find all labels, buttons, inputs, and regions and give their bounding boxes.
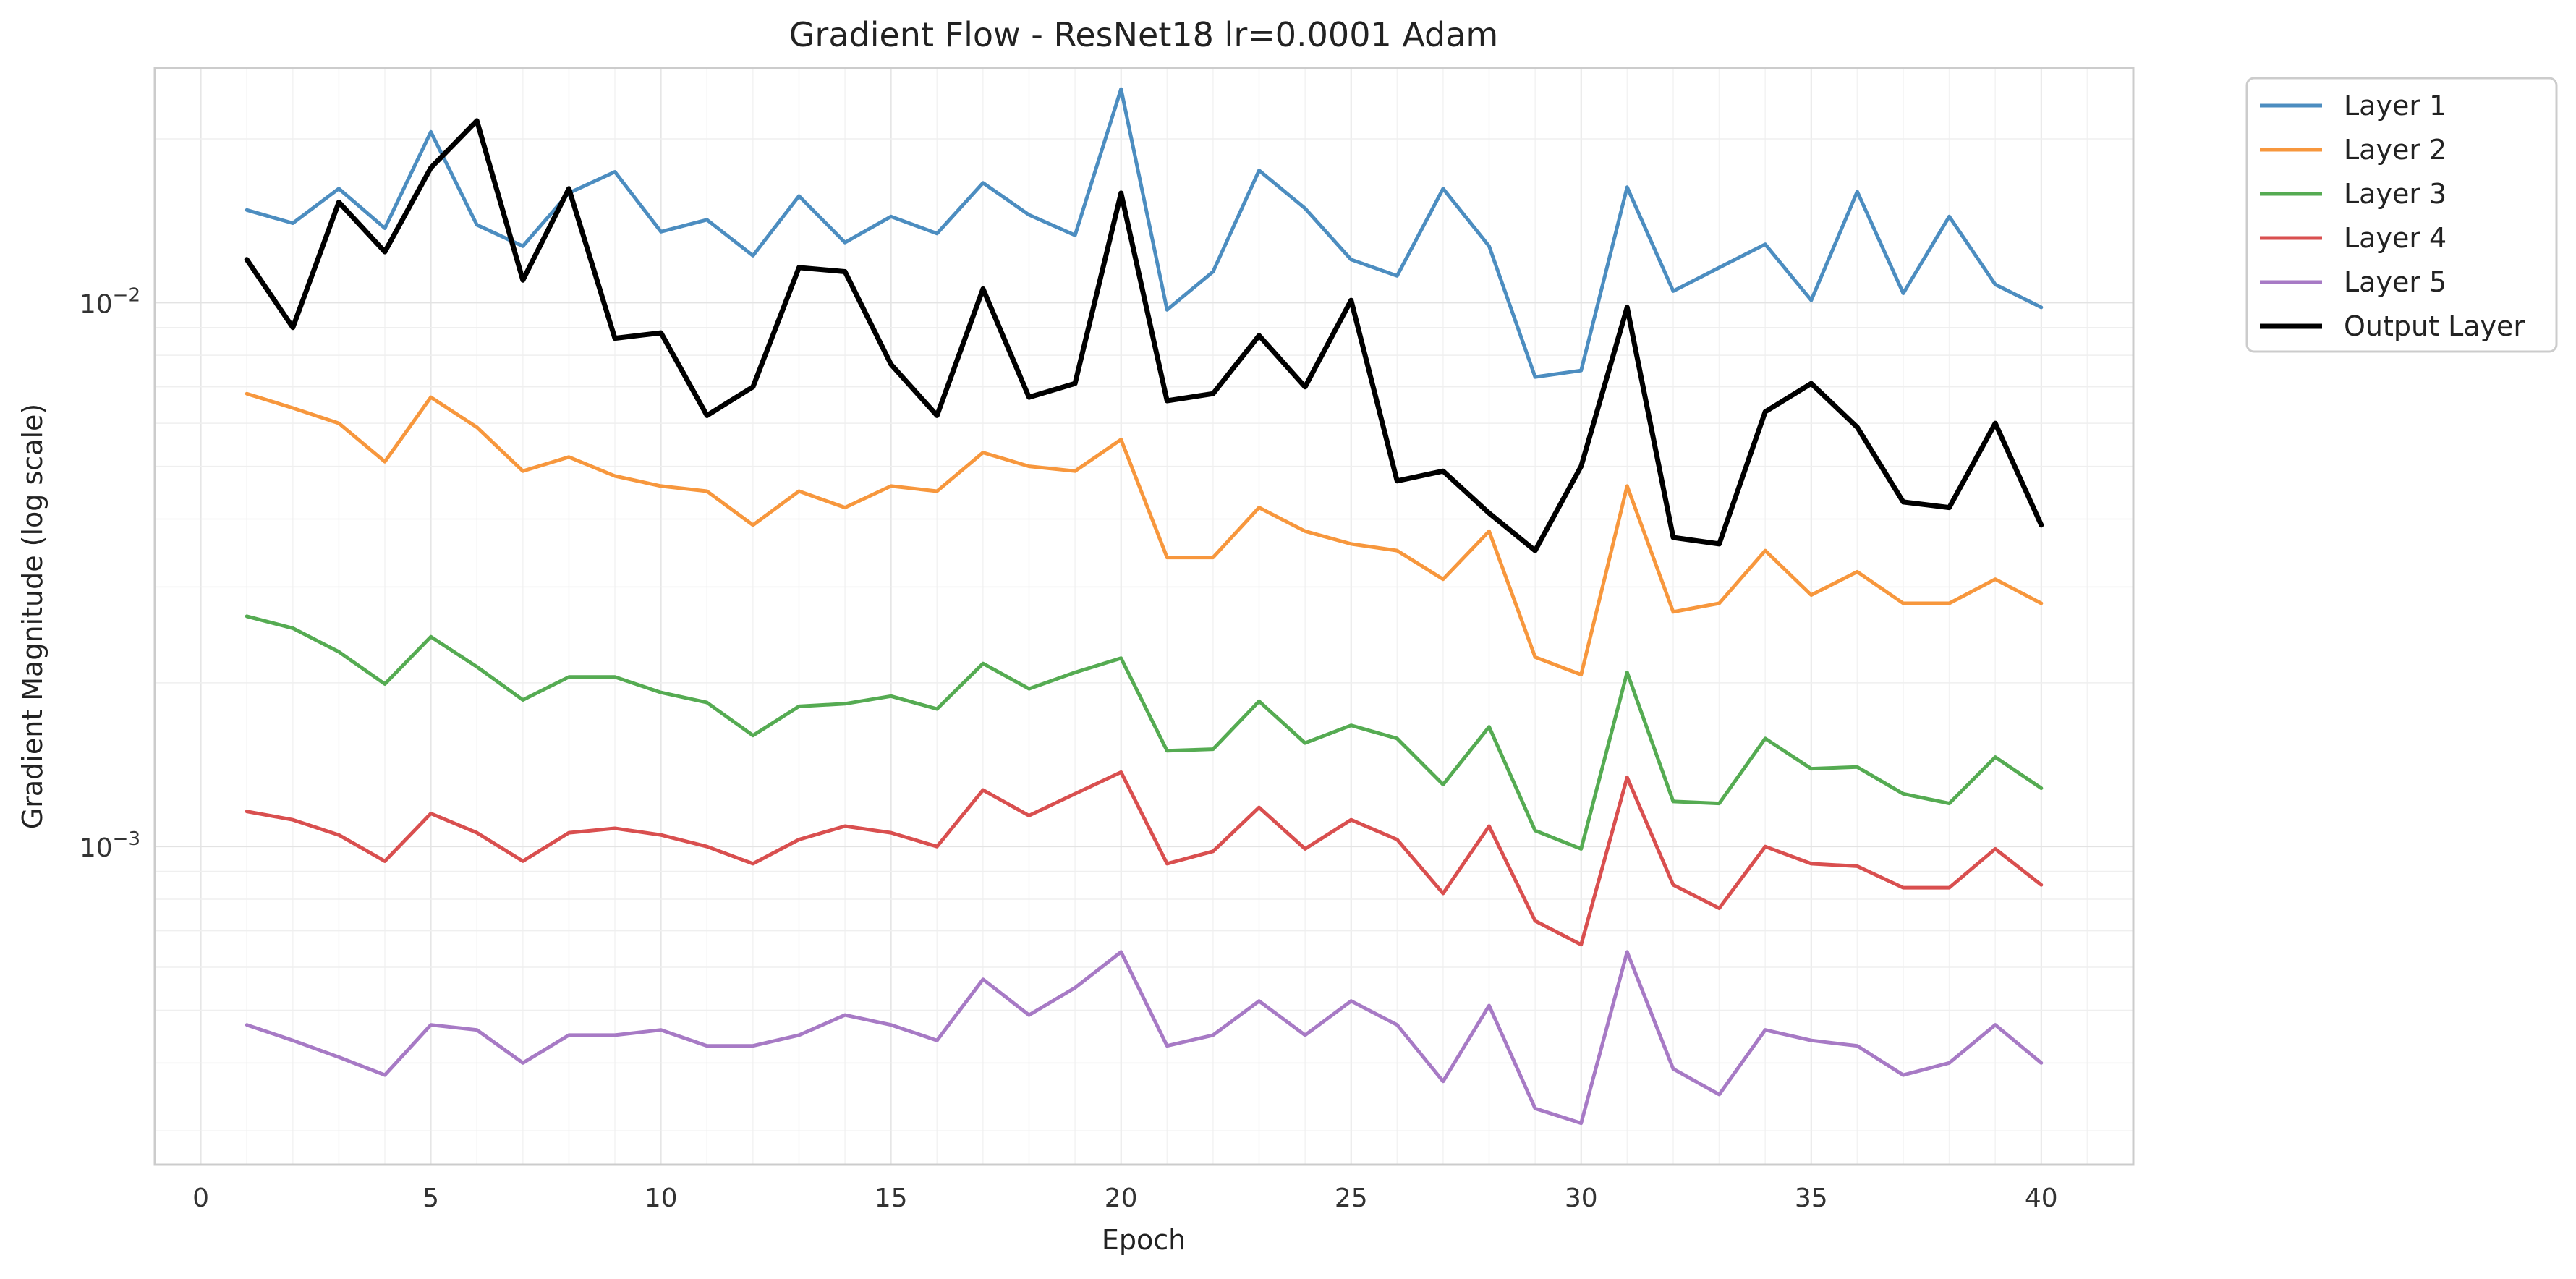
x-tick-label: 25: [1335, 1184, 1368, 1213]
y-tick-label: 10−3: [80, 828, 140, 863]
x-ticks: 0 5 10 15 20 25 30 35 40: [192, 1184, 2058, 1213]
legend-label-layer-1: Layer 1: [2344, 90, 2447, 122]
legend-label-layer-3: Layer 3: [2344, 178, 2447, 210]
x-tick-label: 30: [1565, 1184, 1598, 1213]
x-tick-label: 10: [645, 1184, 678, 1213]
x-tick-label: 20: [1105, 1184, 1138, 1213]
series-line-output-layer: [244, 118, 2044, 553]
x-tick-label: 35: [1795, 1184, 1828, 1213]
plot-frame: [153, 67, 2135, 1166]
plot-area: [155, 68, 2133, 1165]
legend-label-layer-4: Layer 4: [2344, 222, 2447, 254]
y-axis-label: Gradient Magnitude (log scale): [17, 404, 48, 829]
series-line-layer-4: [245, 770, 2044, 947]
x-tick-label: 40: [2025, 1184, 2058, 1213]
y-tick-label: 10−2: [80, 284, 140, 319]
x-tick-label: 5: [422, 1184, 439, 1213]
legend-box: [2245, 77, 2558, 353]
x-tick-label: 15: [875, 1184, 908, 1213]
series-line-layer-2: [245, 391, 2044, 677]
series-line-layer-5: [245, 950, 2044, 1126]
x-tick-label: 0: [192, 1184, 209, 1213]
chart-title: Gradient Flow - ResNet18 lr=0.0001 Adam: [789, 15, 1498, 54]
series-line-layer-3: [245, 614, 2044, 851]
x-axis-label: Epoch: [1102, 1224, 1186, 1256]
series-line-layer-1: [245, 87, 2044, 379]
legend-label-layer-5: Layer 5: [2344, 266, 2447, 298]
y-ticks: 10−3 10−2: [80, 284, 140, 863]
legend: Layer 1 Layer 2 Layer 3 Layer 4 Layer 5 Outpu…: [2245, 77, 2558, 353]
legend-label-output-layer: Output Layer: [2344, 310, 2525, 342]
legend-label-layer-2: Layer 2: [2344, 134, 2447, 166]
series-lines: [244, 87, 2044, 1126]
